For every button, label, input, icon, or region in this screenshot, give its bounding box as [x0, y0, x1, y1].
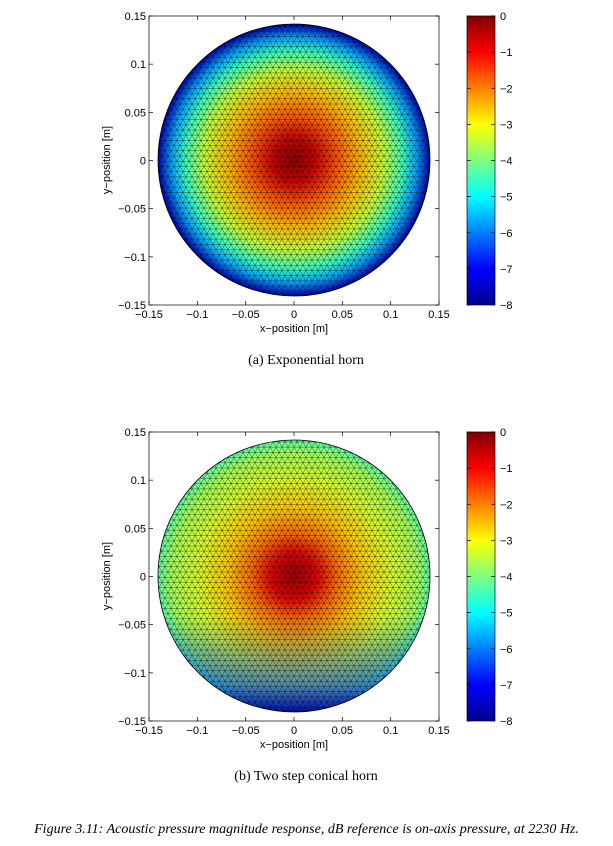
- panel-a-ytick-label: 0.05: [125, 107, 146, 119]
- panel-b-field: [157, 439, 431, 713]
- panel-a-colorbar-tick-label: −2: [500, 83, 513, 95]
- panel-a-ytick-label: −0.15: [118, 300, 146, 312]
- panel-a-colorbar-tick-label: −1: [500, 47, 513, 59]
- panel-b-ytick-label: 0: [140, 572, 146, 584]
- panel-a-field: [157, 23, 431, 297]
- panel-b-colorbar-tick-label: −8: [500, 716, 513, 728]
- panel-b-ticks: −0.15 −0.1 −0.05 0 0.05 0.1 0.15 0.15 0.1 0.05 0 −0…: [118, 427, 450, 737]
- panel-b-ytick-label: −0.1: [124, 668, 146, 680]
- panel-a-xtick-label: 0: [291, 309, 297, 321]
- panel-a-boundary: [157, 23, 431, 297]
- panel-b-ylabel: y−position [m]: [101, 542, 113, 610]
- panel-a-xtick-label: −0.05: [232, 309, 260, 321]
- panel-b-colorbar-tick-label: −3: [500, 535, 513, 547]
- panel-a-colorbar-tick-label: −4: [500, 156, 513, 168]
- panel-b: −0.15 −0.1 −0.05 0 0.05 0.1 0.15 0.15 0.1 0.05 0 −0…: [101, 427, 513, 784]
- panel-b-xtick-label: −0.15: [135, 725, 163, 737]
- panel-a-xlabel: x−position [m]: [260, 323, 328, 335]
- panel-b-colorbar-tick-label: −7: [500, 680, 513, 692]
- panel-a-xtick-label: −0.15: [135, 309, 163, 321]
- panel-b-boundary: [157, 439, 431, 713]
- panel-a-ytick-label: 0.1: [131, 59, 146, 71]
- panel-b-xtick-label: −0.05: [232, 725, 260, 737]
- panel-b-ytick-label: −0.05: [118, 620, 146, 632]
- panel-a-ytick-label: −0.05: [118, 204, 146, 216]
- panel-a-mesh: [158, 24, 430, 296]
- panel-a-colorbar-tick-label: −3: [500, 119, 513, 131]
- panel-a-colorbar-ticks: 0 −1 −2 −3 −4 −5 −6 −7 −8: [467, 11, 513, 312]
- panel-b-xtick-label: 0.15: [428, 725, 449, 737]
- panel-a-ticks: −0.15 −0.1 −0.05 0 0.05 0.1 0.15 0.15 0.1 0.05 0 −0…: [118, 11, 450, 321]
- panel-a-caption: (a) Exponential horn: [248, 353, 364, 368]
- panel-a-colorbar-tick-label: −7: [500, 264, 513, 276]
- panel-b-ytick-label: 0.05: [125, 523, 146, 535]
- panel-b-ytick-label: 0.15: [125, 427, 146, 439]
- panel-b-xtick-label: −0.1: [186, 725, 208, 737]
- panel-a-xtick-label: 0.15: [428, 309, 449, 321]
- panel-a-ytick-label: 0.15: [125, 11, 146, 23]
- figure-caption: Figure 3.11: Acoustic pressure magnitude…: [34, 822, 579, 837]
- panel-b-colorbar-tick-label: −6: [500, 644, 513, 656]
- panel-b-colorbar-tick-label: 0: [500, 427, 506, 439]
- panel-b-caption: (b) Two step conical horn: [234, 769, 377, 784]
- panel-b-ytick-label: 0.1: [131, 475, 146, 487]
- panel-b-colorbar-ticks: 0 −1 −2 −3 −4 −5 −6 −7 −8: [467, 427, 513, 728]
- panel-a-colorbar-tick-label: 0: [500, 11, 506, 23]
- panel-b-colorbar: [466, 431, 496, 722]
- panel-b-xlabel: x−position [m]: [260, 739, 328, 751]
- panel-a-colorbar-tick-label: −5: [500, 192, 513, 204]
- panel-a: −0.15 −0.1 −0.05 0 0.05 0.1 0.15 0.15 0.1 0.05 0 −0…: [101, 11, 513, 368]
- panel-a-ytick-label: 0: [140, 156, 146, 168]
- panel-b-ytick-label: −0.15: [118, 716, 146, 728]
- panel-a-ylabel: y−position [m]: [101, 126, 113, 194]
- panel-b-colorbar-tick-label: −5: [500, 608, 513, 620]
- panel-a-xtick-label: 0.1: [383, 309, 398, 321]
- panel-a-ytick-label: −0.1: [124, 252, 146, 264]
- panel-b-xtick-label: 0.05: [332, 725, 353, 737]
- panel-b-mesh: [158, 440, 430, 712]
- panel-a-colorbar: [466, 15, 496, 306]
- panel-a-colorbar-tick-label: −8: [500, 300, 513, 312]
- panel-a-colorbar-tick-label: −6: [500, 228, 513, 240]
- panel-b-colorbar-tick-label: −2: [500, 499, 513, 511]
- panel-b-xtick-label: 0: [291, 725, 297, 737]
- panel-a-xtick-label: 0.05: [332, 309, 353, 321]
- panel-b-colorbar-tick-label: −1: [500, 463, 513, 475]
- panel-b-colorbar-tick-label: −4: [500, 572, 513, 584]
- panel-b-xtick-label: 0.1: [383, 725, 398, 737]
- panel-a-xtick-label: −0.1: [186, 309, 208, 321]
